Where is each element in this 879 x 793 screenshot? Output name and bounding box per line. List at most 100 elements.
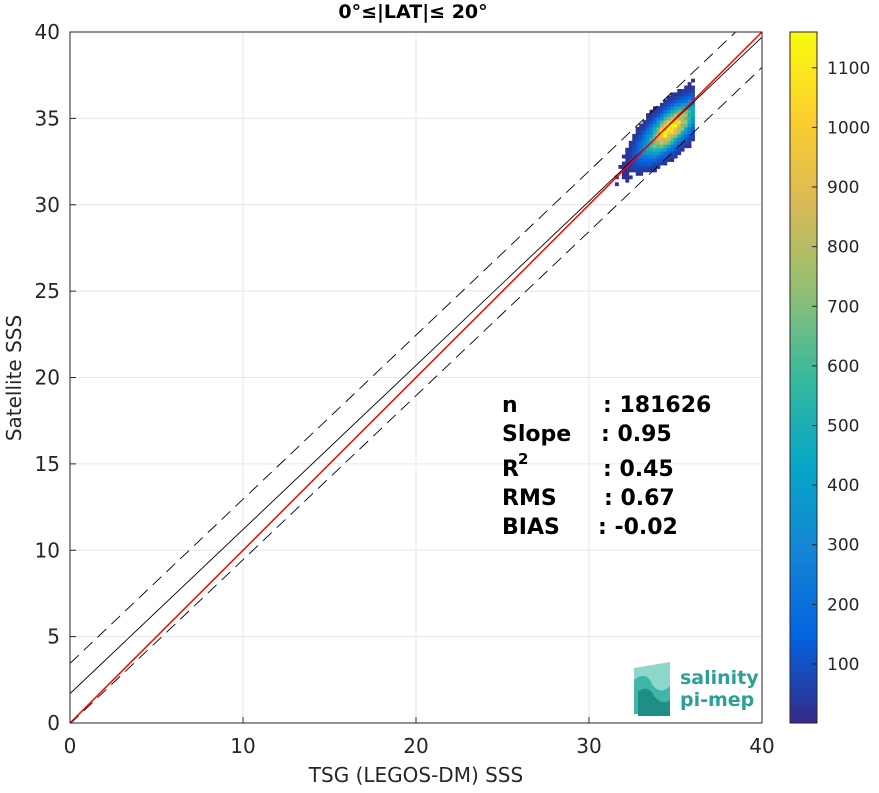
x-tick-label: 20 <box>403 734 428 758</box>
density-cell <box>625 168 630 173</box>
density-cell <box>677 99 682 104</box>
density-cell <box>646 161 650 166</box>
x-tick-label: 30 <box>576 734 601 758</box>
density-cell <box>677 106 682 111</box>
density-cell <box>653 161 657 166</box>
density-cell <box>646 168 650 173</box>
density-cell <box>666 95 671 100</box>
density-cell <box>659 144 664 149</box>
density-cell <box>677 95 682 100</box>
density-cell <box>666 116 671 121</box>
density-cell <box>687 92 692 97</box>
density-cell <box>635 168 640 173</box>
density-cell <box>677 89 682 93</box>
density-cell <box>642 151 647 156</box>
density-cell <box>666 133 671 138</box>
density-cell <box>687 144 692 149</box>
density-cell <box>684 85 689 90</box>
density-cell <box>680 127 685 131</box>
density-cell <box>680 130 685 135</box>
density-cell <box>691 85 695 90</box>
density-cell <box>673 144 678 149</box>
density-cell <box>684 113 689 118</box>
density-cell <box>691 92 695 97</box>
density-cell <box>677 127 682 131</box>
density-cell <box>653 140 657 145</box>
density-cell <box>670 109 675 114</box>
density-cell <box>684 95 689 100</box>
density-cell <box>646 116 650 121</box>
density-cell <box>659 116 664 121</box>
density-cell <box>684 140 689 145</box>
density-cell <box>659 133 664 138</box>
density-cell <box>680 144 685 149</box>
density-cell <box>653 147 657 152</box>
density-cell <box>670 154 675 159</box>
density-cell <box>659 102 664 107</box>
density-cell <box>656 147 661 152</box>
density-cell <box>680 123 685 128</box>
density-cell <box>621 175 626 180</box>
density-cell <box>663 116 668 121</box>
density-cell <box>621 161 626 166</box>
density-cell <box>670 113 675 118</box>
stat-slope-value: : 0.95 <box>601 422 672 447</box>
x-axis-label: TSG (LEGOS-DM) SSS <box>308 763 523 787</box>
density-cell <box>646 120 650 124</box>
density-cell <box>632 168 637 173</box>
y-axis-label: Satellite SSS <box>2 315 26 441</box>
density-cell <box>628 154 633 159</box>
density-cell <box>628 175 633 180</box>
density-cell <box>653 154 657 159</box>
density-cell <box>670 106 675 111</box>
y-tick-label: 35 <box>35 106 60 130</box>
y-tick-label: 20 <box>35 366 60 390</box>
stat-bias-label: BIAS <box>502 515 560 540</box>
density-cell <box>649 144 654 149</box>
density-cell <box>666 127 671 131</box>
density-cell <box>673 109 678 114</box>
density-cell <box>642 130 647 135</box>
density-cell <box>673 154 678 159</box>
colorbar-tick-label: 800 <box>827 238 859 258</box>
density-cell <box>635 158 640 162</box>
density-cell <box>687 127 692 131</box>
density-cell <box>677 133 682 138</box>
density-cell <box>649 123 654 128</box>
logo-line2: pi-mep <box>680 689 754 711</box>
density-cell <box>632 147 637 152</box>
density-cell <box>649 130 654 135</box>
density-cell <box>653 127 657 131</box>
density-cell <box>659 120 664 124</box>
density-cell <box>673 151 678 156</box>
density-cell <box>628 147 633 152</box>
density-cell <box>656 151 661 156</box>
density-cell <box>684 133 689 138</box>
density-cell <box>687 137 692 142</box>
y-tick-label: 25 <box>35 279 60 303</box>
density-cell <box>670 130 675 135</box>
density-cell <box>673 130 678 135</box>
density-cell <box>673 147 678 152</box>
density-cell <box>635 130 640 135</box>
density-cell <box>649 133 654 138</box>
density-cell <box>691 123 695 128</box>
density-cell <box>677 130 682 135</box>
wave-logo-icon <box>634 662 670 716</box>
density-cell <box>625 154 630 159</box>
density-cell <box>642 127 647 131</box>
identity-line <box>70 32 762 723</box>
density-cell <box>649 116 654 121</box>
colorbar-tick-label: 1000 <box>827 118 870 138</box>
density-cell <box>621 165 626 169</box>
density-cell <box>666 158 671 162</box>
density-cell <box>673 140 678 145</box>
density-cell <box>670 140 675 145</box>
density-cell <box>656 137 661 142</box>
density-cell <box>639 137 644 142</box>
density-cell <box>680 147 685 152</box>
density-cell <box>680 99 685 104</box>
density-cell <box>635 144 640 149</box>
density-cell <box>687 109 692 114</box>
